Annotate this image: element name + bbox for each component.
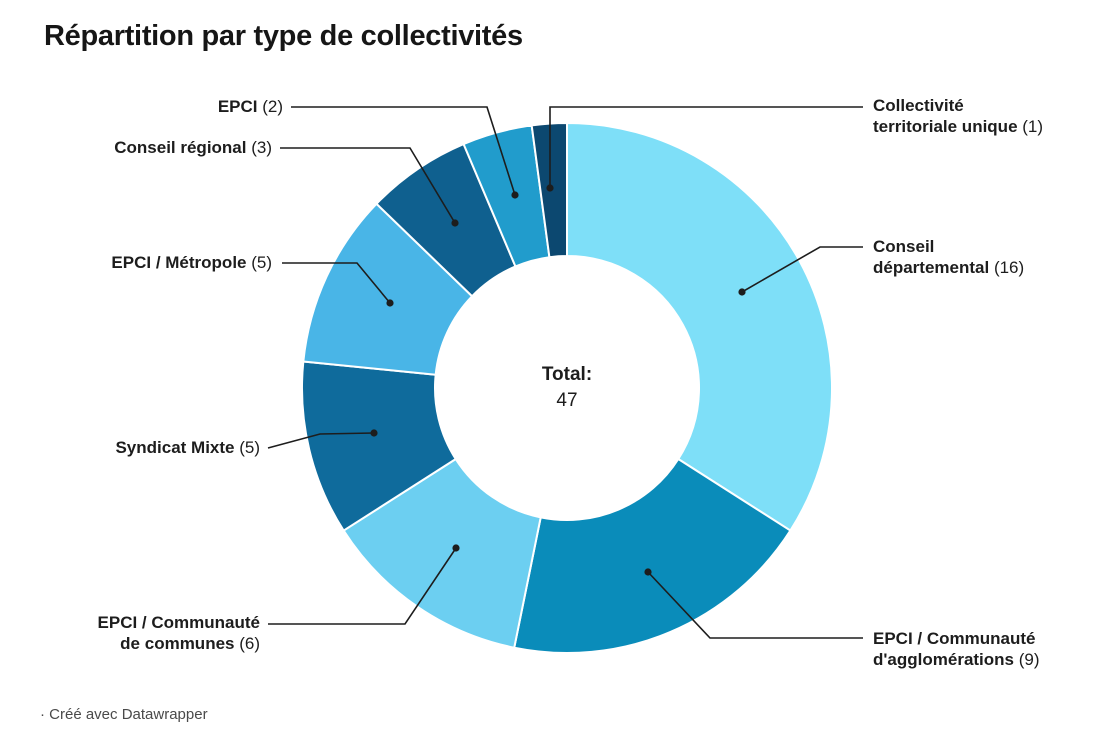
slice-label-text: EPCI xyxy=(217,97,263,116)
slice-label-text: EPCI / Métropole xyxy=(111,253,252,272)
leader-dot-conseil-departemental xyxy=(738,288,746,296)
donut-center-label: Total: 47 xyxy=(542,362,592,414)
slice-label-value: (6) xyxy=(239,634,260,653)
leader-dot-syndicat-mixte xyxy=(370,429,378,437)
slice-label-value: (9) xyxy=(1018,650,1040,669)
slice-label-epci: EPCI (2) xyxy=(218,96,283,117)
slice-label-value: (1) xyxy=(1022,117,1044,136)
leader-dot-epci-communaute-communes xyxy=(452,544,460,552)
slice-label-epci-metropole: EPCI / Métropole (5) xyxy=(111,252,272,273)
slice-label-value: (2) xyxy=(262,97,283,116)
slice-label-collectivite-territoriale-unique: Collectivité territoriale unique (1) xyxy=(873,95,1043,137)
slice-label-text: d'agglomérations xyxy=(873,650,1019,669)
slice-label-text: Conseil xyxy=(873,237,935,256)
chart-title: Répartition par type de collectivités xyxy=(44,20,523,52)
leader-line-syndicat-mixte xyxy=(267,432,375,449)
slice-label-syndicat-mixte: Syndicat Mixte (5) xyxy=(115,437,260,458)
slice-label-value: (5) xyxy=(239,438,260,457)
pie-slice-epci-communaute-agglomerations[interactable] xyxy=(513,458,792,654)
slice-label-text: EPCI / Communauté xyxy=(97,613,260,632)
slice-label-epci-communaute-agglomerations: EPCI / Communauté d'agglomérations (9) xyxy=(873,628,1040,670)
leader-dot-epci-communaute-agglomerations xyxy=(644,568,652,576)
leader-line-collectivite-territoriale-unique xyxy=(549,106,863,188)
slice-label-value: (3) xyxy=(251,138,272,157)
slice-label-text: de communes xyxy=(120,634,240,653)
slice-label-text: territoriale unique xyxy=(873,117,1023,136)
leader-line-epci-communaute-communes xyxy=(268,547,457,625)
slice-label-text: Syndicat Mixte xyxy=(115,438,240,457)
pie-slice-conseil-departemental[interactable] xyxy=(566,122,833,532)
datawrapper-attribution: · Créé avec Datawrapper xyxy=(40,706,208,723)
leader-line-conseil-departemental xyxy=(741,246,863,293)
leader-line-epci-communaute-agglomerations xyxy=(647,571,863,639)
leader-dot-epci-metropole xyxy=(386,299,394,307)
leader-dot-collectivite-territoriale-unique xyxy=(546,184,554,192)
leader-line-conseil-regional xyxy=(280,147,456,224)
leader-dot-conseil-regional xyxy=(451,219,459,227)
slice-label-text: Conseil régional xyxy=(114,138,252,157)
leader-line-epci-metropole xyxy=(282,262,391,304)
slice-label-value: (16) xyxy=(993,258,1025,277)
slice-label-text: EPCI / Communauté xyxy=(873,629,1036,648)
slice-label-epci-communaute-communes: EPCI / Communauté de communes (6) xyxy=(98,612,260,654)
total-label: Total: xyxy=(541,364,593,385)
slice-label-conseil-regional: Conseil régional (3) xyxy=(114,137,272,158)
leader-dot-epci xyxy=(511,191,519,199)
total-value: 47 xyxy=(556,390,578,411)
leader-line-epci xyxy=(291,106,516,196)
slice-label-value: (5) xyxy=(251,253,272,272)
slice-label-conseil-departemental: Conseil départemental (16) xyxy=(873,236,1024,278)
slice-label-text: Collectivité xyxy=(873,96,964,115)
slice-label-text: départemental xyxy=(873,258,994,277)
